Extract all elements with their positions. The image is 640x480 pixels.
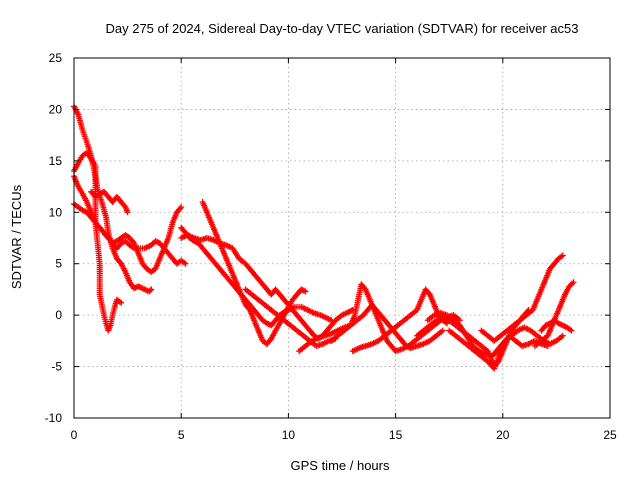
data-point [148,286,155,293]
data-point [570,279,577,286]
data-point [559,332,566,339]
y-tick-label: 25 [49,51,63,65]
x-tick-label: 0 [71,428,78,442]
data-point [178,204,185,211]
data-point [121,202,128,209]
y-tick-label: 5 [55,257,62,271]
grid-lines [74,58,610,418]
chart-title: Day 275 of 2024, Sidereal Day-to-day VTE… [105,21,578,36]
series-arc-18 [538,317,575,334]
y-tick-label: 0 [55,308,62,322]
plot-frame [73,57,611,419]
data-point [544,343,551,349]
data-point [245,305,252,312]
series-arc-1 [71,103,155,295]
series-arc-14 [424,310,566,360]
series-arc-2 [71,149,125,334]
y-tick-label: -5 [51,360,62,374]
y-tick-label: -10 [45,411,63,425]
y-tick-label: 15 [49,154,63,168]
x-axis-label: GPS time / hours [291,458,390,473]
x-tick-label: 10 [282,428,296,442]
data-point [147,287,154,294]
x-tick-label: 20 [496,428,510,442]
data-point [182,260,189,267]
data-point [568,327,575,334]
data-point [177,205,184,212]
data-point [559,252,566,259]
data-point [129,238,136,245]
x-tick-label: 15 [389,428,403,442]
data-point [439,327,446,334]
series-arc-4 [71,201,185,275]
y-tick-label: 20 [49,102,63,116]
data-point [118,299,125,306]
data-point [349,307,356,313]
data-point [456,317,463,324]
x-tick-label: 25 [603,428,617,442]
y-axis-label: SDTVAR / TECUs [9,184,24,289]
data-marks [71,103,577,372]
series-arc-5 [88,188,131,216]
y-tick-label: 10 [49,205,63,219]
series-arc-7 [199,199,309,347]
x-tick-label: 5 [178,428,185,442]
series-arc-11 [242,286,339,349]
series-arc-16 [478,252,566,344]
data-point [332,335,339,342]
data-point [124,209,131,216]
data-point [302,288,309,295]
series-arc-15 [446,327,551,372]
axis-ticks: 0 5 10 15 20 25 -10 -5 0 5 10 15 20 25 [45,51,617,442]
